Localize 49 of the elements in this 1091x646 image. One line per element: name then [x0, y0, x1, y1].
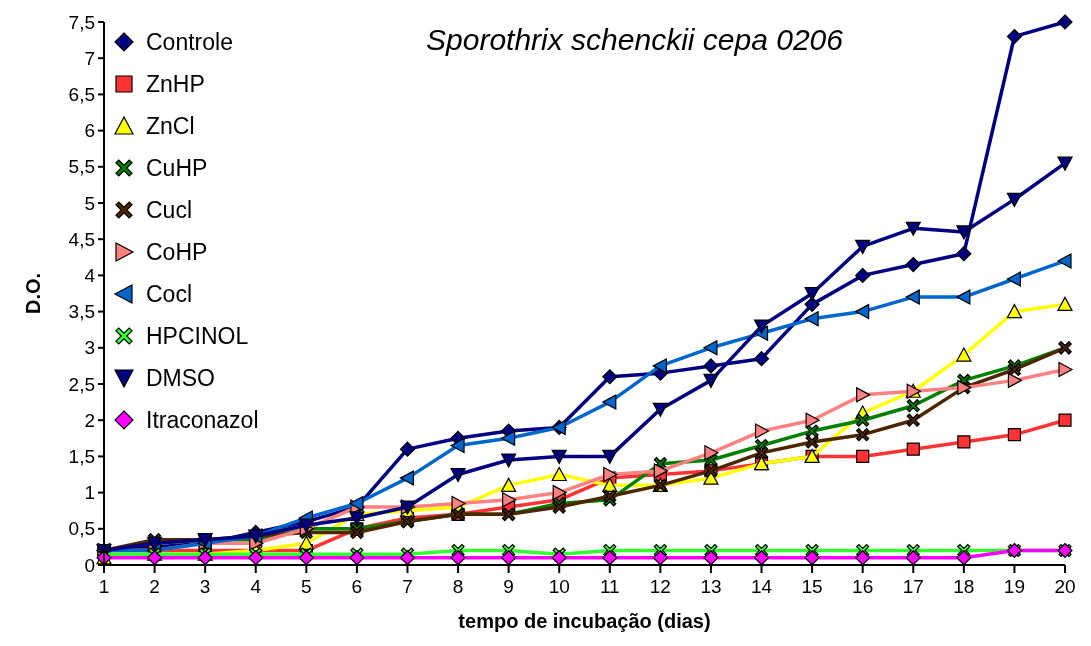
y-tick-label: 3,5	[68, 301, 95, 323]
y-tick-label: 6	[84, 120, 95, 142]
x-tick-label: 14	[750, 576, 773, 597]
x-tick-label: 10	[548, 576, 570, 597]
x-tick-label: 19	[1003, 576, 1025, 597]
legend-label: CuHP	[146, 155, 208, 182]
y-tick-label: 5	[84, 192, 95, 214]
legend-label: ZnHP	[146, 71, 205, 98]
x-tick-label: 2	[149, 576, 160, 597]
legend-label: Cucl	[146, 197, 193, 224]
x-tick-label: 11	[599, 576, 620, 597]
x-tick-label: 13	[700, 576, 722, 597]
y-tick-label: 7,5	[68, 11, 95, 33]
x-axis-title: tempo de incubação (dias)	[458, 610, 711, 632]
x-tick-label: 17	[902, 576, 924, 597]
legend-label: Controle	[146, 29, 233, 56]
y-tick-label: 4,5	[68, 228, 95, 250]
x-tick-label: 20	[1054, 576, 1076, 597]
legend-label: HPCINOL	[146, 323, 249, 350]
x-tick-label: 18	[953, 576, 975, 597]
x-tick-label: 12	[649, 576, 671, 597]
y-tick-label: 1,5	[68, 446, 95, 468]
y-tick-label: 2,5	[68, 373, 95, 395]
y-tick-label: 2	[84, 409, 95, 431]
legend-label: Itraconazol	[146, 407, 259, 434]
x-tick-label: 4	[250, 576, 262, 597]
y-tick-label: 3	[84, 337, 95, 359]
x-tick-label: 8	[452, 576, 464, 597]
legend-label: DMSO	[146, 365, 215, 392]
x-tick-label: 7	[402, 576, 413, 597]
x-tick-label: 1	[98, 576, 110, 597]
x-tick-label: 6	[351, 576, 363, 597]
legend-label: CoHP	[146, 239, 208, 266]
x-tick-label: 3	[199, 576, 211, 597]
y-tick-label: 5,5	[68, 156, 95, 178]
x-tick-label: 15	[801, 576, 823, 597]
y-tick-label: 1	[84, 482, 95, 504]
chart-title: Sporothrix schenckii cepa 0206	[426, 23, 844, 56]
legend-label: ZnCl	[146, 113, 195, 140]
x-tick-label: 9	[503, 576, 514, 597]
legend-label: Cocl	[146, 281, 193, 308]
y-tick-label: 4	[84, 265, 96, 287]
x-tick-label: 16	[852, 576, 874, 597]
y-tick-label: 7	[84, 47, 95, 69]
y-tick-label: 0,5	[68, 518, 95, 540]
x-tick-label: 5	[301, 576, 312, 597]
y-axis-title: D.O.	[22, 272, 44, 315]
y-tick-label: 0	[84, 554, 95, 576]
y-tick-label: 6,5	[68, 84, 95, 106]
